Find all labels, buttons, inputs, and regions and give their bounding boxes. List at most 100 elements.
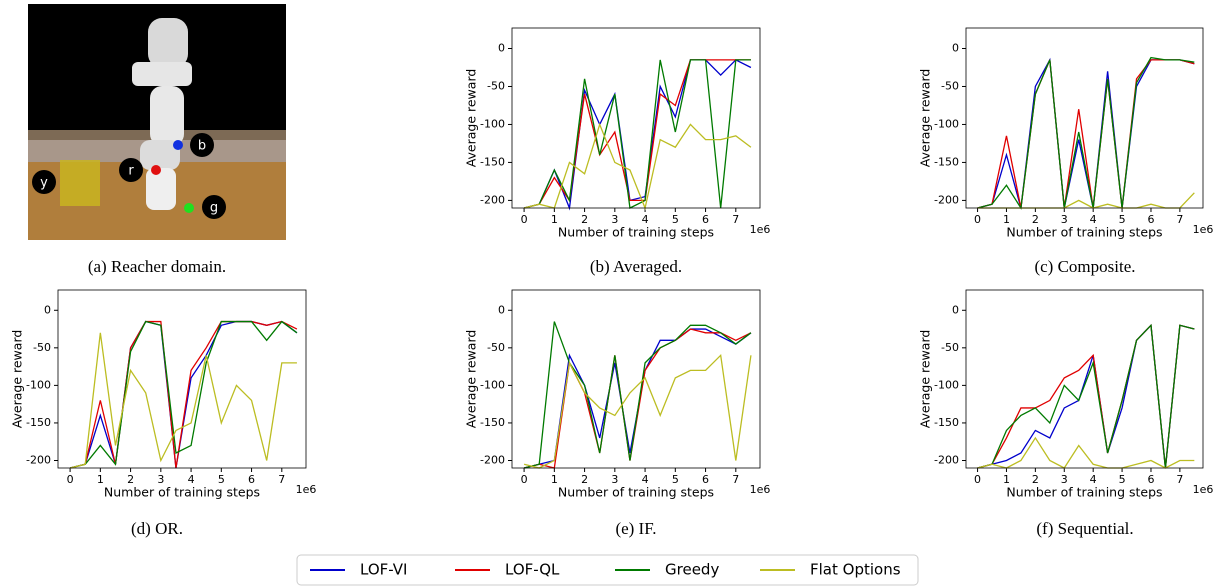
x-offset-label: 1e6 [750,483,771,496]
y-tick-label: -100 [934,378,959,391]
x-tick-label: 4 [1090,473,1097,486]
x-tick-label: 2 [581,473,588,486]
axes-frame [965,27,1204,209]
y-tick-label: 0 [952,303,959,316]
y-tick-label: -200 [934,453,959,466]
x-tick-label: 2 [581,213,588,226]
series-line [977,59,1195,209]
x-tick-label: 5 [672,213,679,226]
y-axis-label: Average reward [918,69,933,168]
x-axis-label: Number of training steps [558,225,714,240]
x-tick-label: 1 [1003,473,1010,486]
series-line [523,328,752,469]
caption: (c) Composite. [1034,257,1135,276]
series-line [977,323,1195,469]
reacher-image [28,4,286,240]
y-tick-label: -200 [480,193,505,206]
caption: (e) IF. [615,519,656,538]
x-tick-label: 5 [1119,473,1126,486]
series-line [69,332,297,469]
x-tick-label: 0 [521,213,528,226]
y-tick-label: -150 [934,416,959,429]
y-tick-label: -50 [941,79,959,92]
x-tick-label: 3 [1061,213,1068,226]
x-tick-label: 4 [642,473,649,486]
x-tick-label: 4 [642,213,649,226]
y-axis-label: Average reward [918,330,933,429]
series-line [977,323,1195,469]
y-axis-label: Average reward [10,330,25,429]
axes-frame [511,27,761,209]
series-line [69,320,298,469]
x-tick-label: 4 [1090,213,1097,226]
series-line [977,57,1195,209]
x-tick-label: 0 [67,473,74,486]
x-offset-label: 1e6 [296,483,317,496]
series-line [523,328,752,469]
series-line [523,353,752,469]
y-tick-label: -200 [480,453,505,466]
x-tick-label: 7 [732,213,739,226]
x-tick-label: 2 [1032,473,1039,486]
caption: (a) Reacher domain. [88,257,226,276]
image-label: b [198,139,206,154]
x-tick-label: 1 [1003,213,1010,226]
x-tick-label: 6 [1147,213,1154,226]
image-label: r [128,164,134,179]
legend-label: Flat Options [810,561,901,579]
y-tick-label: -200 [934,193,959,206]
y-tick-label: -50 [487,341,505,354]
x-axis-label: Number of training steps [1006,225,1162,240]
series-line [977,436,1195,469]
y-tick-label: 0 [44,303,51,316]
x-axis-label: Number of training steps [104,485,260,500]
y-axis-label: Average reward [464,69,479,168]
y-tick-label: -100 [26,378,51,391]
x-tick-label: 0 [974,473,981,486]
series-line [523,59,751,209]
y-tick-label: -100 [934,117,959,130]
caption: (f) Sequential. [1036,519,1133,538]
y-tick-label: -150 [26,416,51,429]
axes-frame [965,289,1204,469]
x-tick-label: 0 [974,213,981,226]
axes-frame [511,289,761,469]
y-tick-label: -50 [33,341,51,354]
y-axis-label: Average reward [464,330,479,429]
x-offset-label: 1e6 [750,223,771,236]
x-tick-label: 7 [732,473,739,486]
axes-frame [57,289,307,469]
image-label: y [40,176,48,191]
x-tick-label: 3 [157,473,164,486]
x-tick-label: 6 [248,473,255,486]
legend-label: LOF-QL [505,561,560,579]
caption: (d) OR. [131,519,183,538]
legend-label: Greedy [665,561,719,579]
x-tick-label: 7 [278,473,285,486]
series-line [523,59,752,211]
series-line [69,320,298,469]
x-axis-label: Number of training steps [1006,485,1162,500]
x-tick-label: 5 [672,473,679,486]
x-tick-label: 2 [1032,213,1039,226]
y-tick-label: -100 [480,117,505,130]
x-tick-label: 3 [611,473,618,486]
y-tick-label: 0 [952,42,959,55]
x-tick-label: 5 [218,473,225,486]
x-tick-label: 7 [1176,213,1183,226]
series-line [523,59,751,209]
x-axis-label: Number of training steps [558,485,714,500]
caption: (b) Averaged. [590,257,682,276]
x-tick-label: 4 [188,473,195,486]
x-tick-label: 6 [1147,473,1154,486]
series-line [977,192,1195,209]
series-line [523,321,752,469]
x-tick-label: 7 [1176,473,1183,486]
x-tick-label: 2 [127,473,134,486]
x-tick-label: 1 [551,213,558,226]
y-tick-label: -150 [934,155,959,168]
x-tick-label: 3 [1061,473,1068,486]
x-offset-label: 1e6 [1193,483,1214,496]
y-tick-label: -200 [26,453,51,466]
